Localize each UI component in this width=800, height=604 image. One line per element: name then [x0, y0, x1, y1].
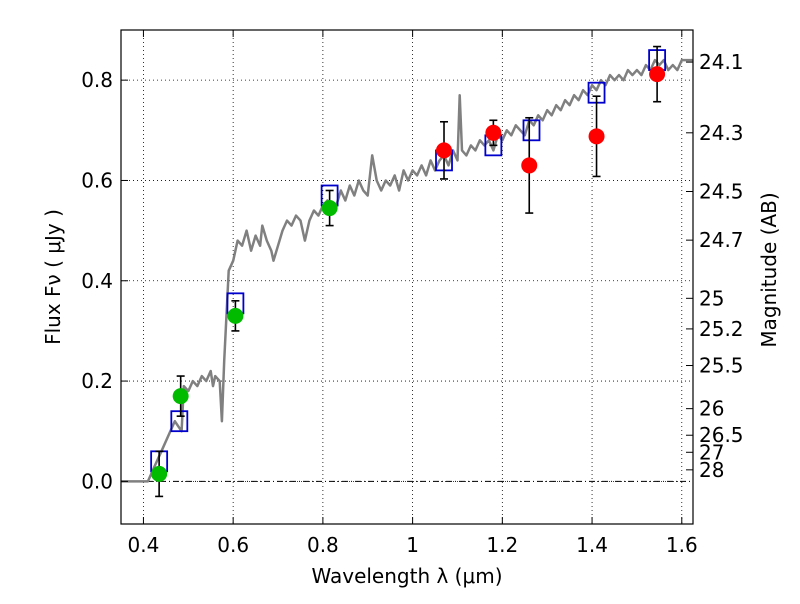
grid — [121, 30, 693, 524]
axes: 0.4 0.6 0.8 1 1.2 1.4 1.6 0.0 0.2 0.4 0.6 0.8 24.1 24… — [81, 30, 744, 557]
mag-tick-label: 26 — [699, 397, 724, 421]
plot-background — [121, 30, 693, 524]
model-spectrum-line — [121, 58, 693, 483]
observed-flux-point — [649, 66, 666, 83]
observed-flux-point — [227, 307, 244, 324]
observed-flux-point — [521, 157, 538, 174]
plot-area — [121, 45, 693, 498]
y-axis-title: Flux Fν ( μJy ) — [41, 209, 65, 345]
y-tick-label: 0.0 — [81, 469, 113, 493]
mag-tick-label: 25.5 — [699, 354, 744, 378]
observed-flux-point — [436, 142, 453, 159]
y-tick-label: 0.4 — [81, 269, 113, 293]
observed-flux-point — [321, 200, 338, 217]
mag-tick-label: 28 — [699, 458, 724, 482]
x-tick-label: 0.8 — [307, 533, 339, 557]
mag-tick-label: 24.1 — [699, 50, 744, 74]
x-axis-title: Wavelength λ (μm) — [311, 564, 502, 588]
x-tick-label: 1.6 — [666, 533, 698, 557]
x-tick-label: 1.4 — [576, 533, 608, 557]
x-tick-label: 0.4 — [128, 533, 160, 557]
x-tick-label: 1.2 — [486, 533, 518, 557]
mag-tick-label: 24.7 — [699, 228, 744, 252]
x-tick-label: 1 — [406, 533, 419, 557]
observed-flux-point — [588, 128, 605, 145]
mag-tick-label: 27 — [699, 440, 724, 464]
y2-axis-title: Magnitude (AB) — [757, 192, 781, 347]
y-tick-label: 0.6 — [81, 168, 113, 192]
observed-flux-point — [151, 465, 168, 482]
plot-frame — [120, 29, 694, 525]
y-tick-label: 0.2 — [81, 369, 113, 393]
observed-flux-point — [485, 124, 502, 141]
mag-tick-label: 25.2 — [699, 317, 744, 341]
mag-tick-label: 25 — [699, 286, 724, 310]
y-tick-label: 0.8 — [81, 68, 113, 92]
x-tick-label: 0.6 — [217, 533, 249, 557]
mag-tick-label: 26.5 — [699, 423, 744, 447]
model-photometry-marker — [522, 119, 541, 142]
mag-tick-label: 24.5 — [699, 179, 744, 203]
mag-tick-label: 24.3 — [699, 121, 744, 145]
model-photometry-marker — [170, 410, 189, 433]
observed-flux-point — [172, 388, 189, 405]
